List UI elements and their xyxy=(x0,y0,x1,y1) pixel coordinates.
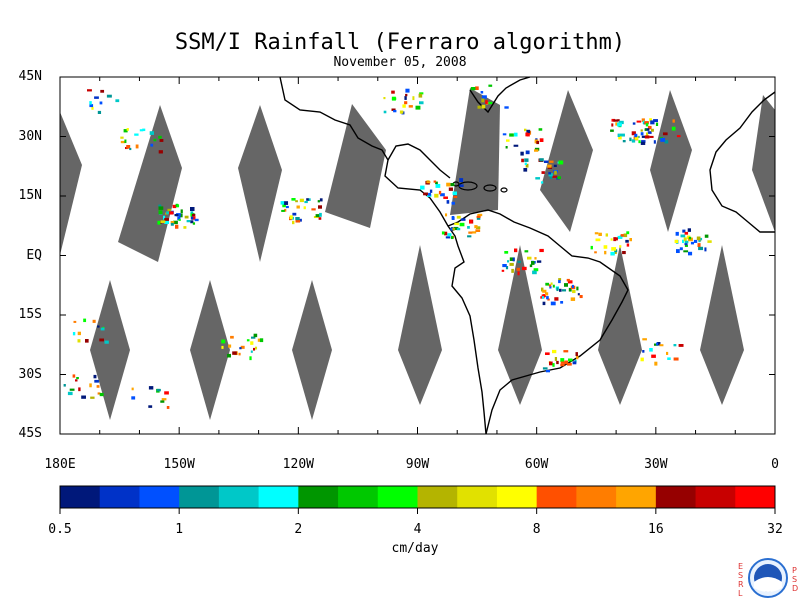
no-data-swath xyxy=(60,112,82,255)
colorbar-swatch xyxy=(179,486,220,508)
lat-label: 15S xyxy=(18,307,42,322)
colorbar xyxy=(59,485,776,514)
lon-label: 150W xyxy=(163,457,195,472)
colorbar-swatch xyxy=(457,486,498,508)
no-data-swath xyxy=(325,104,386,228)
colorbar-swatch xyxy=(417,486,458,508)
colorbar-swatch xyxy=(99,486,140,508)
lon-label: 60W xyxy=(524,457,549,472)
lon-label: 120W xyxy=(282,457,314,472)
colorbar-swatch xyxy=(616,486,657,508)
no-data-swath xyxy=(292,280,332,420)
lat-label: 45S xyxy=(18,426,42,441)
no-data-swath xyxy=(90,280,130,420)
lat-label: 30S xyxy=(18,366,42,382)
colorbar-swatch xyxy=(576,486,617,508)
coastline-west-americas xyxy=(279,76,487,435)
lat-label: 15N xyxy=(18,188,42,203)
colorbar-units: cm/day xyxy=(391,541,439,556)
no-data-swath xyxy=(700,245,744,405)
colorbar-swatch xyxy=(218,486,260,508)
colorbar-label: 4 xyxy=(413,522,422,537)
colorbar-swatch xyxy=(655,486,697,508)
lon-label: 90W xyxy=(405,457,430,472)
colorbar-label: 16 xyxy=(648,522,664,537)
rain-rate-pixels xyxy=(63,84,712,409)
coastline-africa xyxy=(709,91,776,233)
caribbean-island xyxy=(458,181,478,191)
coastline-north-america xyxy=(387,76,531,179)
colorbar-swatch xyxy=(735,486,776,508)
no-data-swath xyxy=(450,88,500,215)
colorbar-swatch xyxy=(338,486,379,508)
colorbar-swatch xyxy=(496,486,538,508)
no-data-swath xyxy=(498,245,542,405)
colorbar-swatch xyxy=(139,486,180,508)
caribbean-island xyxy=(483,184,497,192)
no-data-swath xyxy=(540,90,593,232)
colorbar-swatch xyxy=(298,486,339,508)
no-data-swath xyxy=(238,105,282,262)
lat-label: 30N xyxy=(18,128,42,144)
map-date: November 05, 2008 xyxy=(333,55,467,70)
lon-label: 180E xyxy=(44,457,76,472)
map-plot-area xyxy=(59,76,776,435)
map-title: SSM/I Rainfall (Ferraro algorithm) xyxy=(174,30,626,55)
colorbar-swatch xyxy=(536,486,577,508)
colorbar-label: 32 xyxy=(767,522,783,537)
no-data-swath xyxy=(752,95,775,232)
no-data-swath xyxy=(598,245,642,405)
colorbar-swatch xyxy=(258,486,299,508)
lat-label: 45N xyxy=(18,69,42,84)
colorbar-swatch xyxy=(60,486,101,508)
no-data-swath xyxy=(398,245,442,405)
no-data-swath xyxy=(650,90,692,232)
colorbar-label: 8 xyxy=(532,522,541,537)
lon-label: 30W xyxy=(644,457,668,472)
lon-label: 0 xyxy=(771,457,779,472)
colorbar-label: 2 xyxy=(294,522,303,537)
coastline-east-south-america xyxy=(447,209,629,435)
lat-label: EQ xyxy=(26,247,42,263)
colorbar-label: 1 xyxy=(175,522,184,537)
colorbar-label: 0.5 xyxy=(48,522,72,537)
no-data-swath xyxy=(190,280,230,420)
colorbar-swatch xyxy=(377,486,418,508)
caribbean-island xyxy=(500,187,508,193)
colorbar-swatch xyxy=(695,486,736,508)
